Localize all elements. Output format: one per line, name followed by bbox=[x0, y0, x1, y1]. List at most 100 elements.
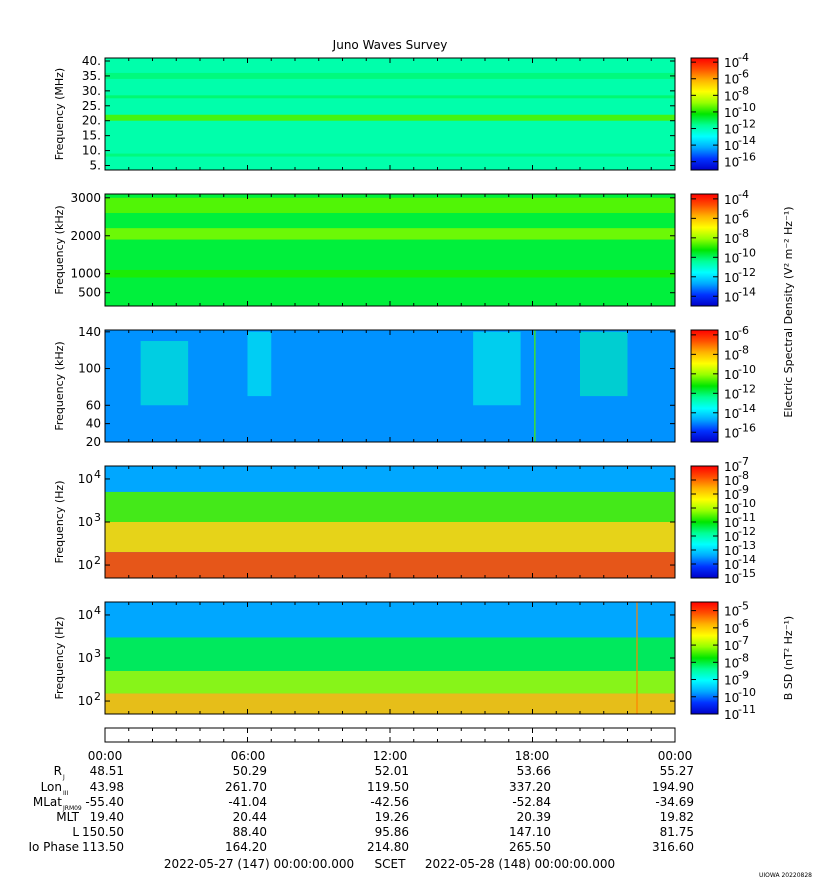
ephemeris-table: 00:00 06:00 12:00 18:00 00:00 R J 48.51 50.29 52.… bbox=[28, 749, 694, 854]
colorbar-tick-label: 10 bbox=[724, 605, 739, 619]
colorbar-tick-label: 10 bbox=[724, 426, 739, 440]
spectral-band bbox=[105, 95, 675, 99]
colorbar-tick-exponent: -15 bbox=[738, 567, 756, 580]
y-tick-label: 10 bbox=[78, 651, 93, 665]
y-tick-label: 5. bbox=[90, 159, 101, 173]
colorbar-tick-label: 10 bbox=[724, 516, 739, 530]
colorbar-tick-label: 10 bbox=[724, 639, 739, 653]
time-label: 12:00 bbox=[373, 749, 408, 763]
y-tick-label: 10 bbox=[78, 515, 93, 529]
y-axis-label: Frequency (Hz) bbox=[53, 617, 66, 700]
colorbar-tick-label: 10 bbox=[724, 348, 739, 362]
colorbar-tick-label: 10 bbox=[724, 232, 739, 246]
y-axis-label: Frequency (Hz) bbox=[53, 481, 66, 564]
colorbar-tick-exponent: -12 bbox=[738, 266, 756, 279]
ephemeris-value: 19.82 bbox=[660, 810, 694, 824]
y-tick-label: 2000 bbox=[70, 229, 101, 243]
time-axis-strip bbox=[104, 727, 676, 743]
y-tick-label: 40 bbox=[86, 417, 101, 431]
emission-patch bbox=[580, 331, 628, 397]
spectrogram-panels: 40.35.30.25.20.15.10.5. Frequency (MHz) 10… bbox=[53, 51, 756, 722]
colorbar-tick-exponent: -12 bbox=[738, 382, 756, 395]
ephemeris-value: 50.29 bbox=[233, 764, 267, 778]
colorbar-tick-exponent: -14 bbox=[738, 285, 756, 298]
colorbar-tick-exponent: -8 bbox=[738, 227, 749, 240]
colorbar-tick-label: 10 bbox=[724, 123, 739, 137]
footer-start-time: 2022-05-27 (147) 00:00:00.000 bbox=[164, 857, 354, 871]
ephemeris-value: 261.70 bbox=[225, 780, 267, 794]
colorbar-gradient bbox=[690, 601, 719, 715]
colorbar-tick-exponent: -10 bbox=[738, 363, 756, 376]
y-tick-exponent: 2 bbox=[94, 690, 101, 703]
ephemeris-row-subscript: III bbox=[63, 790, 69, 797]
ephemeris-value: 316.60 bbox=[652, 840, 694, 854]
footer-credit: UIOWA 20220828 bbox=[759, 872, 812, 879]
colorbar-tick-exponent: -6 bbox=[738, 207, 749, 220]
colorbar-tick-label: 10 bbox=[724, 271, 739, 285]
colorbar-tick-label: 10 bbox=[724, 488, 739, 502]
spectral-band bbox=[105, 522, 675, 553]
ephemeris-value: 88.40 bbox=[233, 825, 267, 839]
y-tick-exponent: 3 bbox=[94, 647, 101, 660]
spectrogram-panel-1: 40.35.30.25.20.15.10.5. Frequency (MHz) 10… bbox=[53, 51, 756, 172]
ephemeris-row-label: MLT bbox=[56, 810, 79, 824]
ephemeris-value: -52.84 bbox=[512, 795, 551, 809]
emission-patch bbox=[247, 331, 272, 397]
ephemeris-row-subscript: J bbox=[62, 774, 65, 781]
y-tick-label: 500 bbox=[78, 286, 101, 300]
ephemeris-value: 48.51 bbox=[90, 764, 124, 778]
y-tick-label: 10 bbox=[78, 472, 93, 486]
ephemeris-value: 20.39 bbox=[517, 810, 551, 824]
colorbar-tick-exponent: -14 bbox=[738, 134, 756, 147]
ephemeris-value: 150.50 bbox=[82, 825, 124, 839]
colorbar-tick-label: 10 bbox=[724, 106, 739, 120]
y-tick-label: 35. bbox=[82, 69, 101, 83]
colorbar-tick-label: 10 bbox=[724, 544, 739, 558]
emission-patch bbox=[140, 341, 189, 406]
ephemeris-value: 95.86 bbox=[375, 825, 409, 839]
colorbar-tick-exponent: -9 bbox=[738, 483, 749, 496]
y-tick-label: 140 bbox=[78, 325, 101, 339]
footer-scet-label: SCET bbox=[375, 857, 407, 871]
colorbar-gradient bbox=[690, 193, 719, 307]
ephemeris-value: 20.44 bbox=[233, 810, 267, 824]
colorbar-tick-label: 10 bbox=[724, 212, 739, 226]
ephemeris-row-label: L bbox=[72, 825, 79, 839]
ephemeris-value: 43.98 bbox=[90, 780, 124, 794]
footer: 2022-05-27 (147) 00:00:00.000 SCET 2022-… bbox=[164, 857, 812, 879]
ephemeris-value: 52.01 bbox=[375, 764, 409, 778]
spectral-band bbox=[105, 72, 675, 79]
colorbar-tick-label: 10 bbox=[724, 387, 739, 401]
y-tick-exponent: 4 bbox=[94, 468, 101, 481]
ephemeris-value: 19.26 bbox=[375, 810, 409, 824]
spectral-band bbox=[105, 491, 675, 522]
y-tick-label: 100 bbox=[78, 362, 101, 376]
colorbar-tick-label: 10 bbox=[724, 156, 739, 170]
colorbar-tick-exponent: -6 bbox=[738, 617, 749, 630]
y-axis-label: Frequency (MHz) bbox=[53, 68, 66, 160]
y-tick-label: 30. bbox=[82, 84, 101, 98]
y-tick-label: 25. bbox=[82, 99, 101, 113]
colorbar-tick-label: 10 bbox=[724, 368, 739, 382]
colorbar-tick-exponent: -7 bbox=[738, 455, 749, 468]
ephemeris-row-label: R bbox=[54, 764, 62, 778]
y-tick-label: 10 bbox=[78, 558, 93, 572]
spectral-band bbox=[105, 228, 675, 240]
spectral-band bbox=[105, 197, 675, 213]
colorbar-tick-exponent: -6 bbox=[738, 324, 749, 337]
chart-title: Juno Waves Survey bbox=[332, 38, 448, 52]
colorbar-tick-exponent: -16 bbox=[738, 151, 756, 164]
colorbar-axis-labels: Electric Spectral Density (V² m⁻² Hz⁻¹) B… bbox=[782, 206, 795, 700]
colorbar-gradient bbox=[690, 57, 719, 171]
ephemeris-row-label: Io Phase bbox=[28, 840, 79, 854]
y-axis-label: Frequency (kHz) bbox=[53, 205, 66, 294]
colorbar-tick-exponent: -11 bbox=[738, 511, 756, 524]
colorbar-tick-exponent: -10 bbox=[738, 101, 756, 114]
spectral-band bbox=[105, 153, 675, 157]
